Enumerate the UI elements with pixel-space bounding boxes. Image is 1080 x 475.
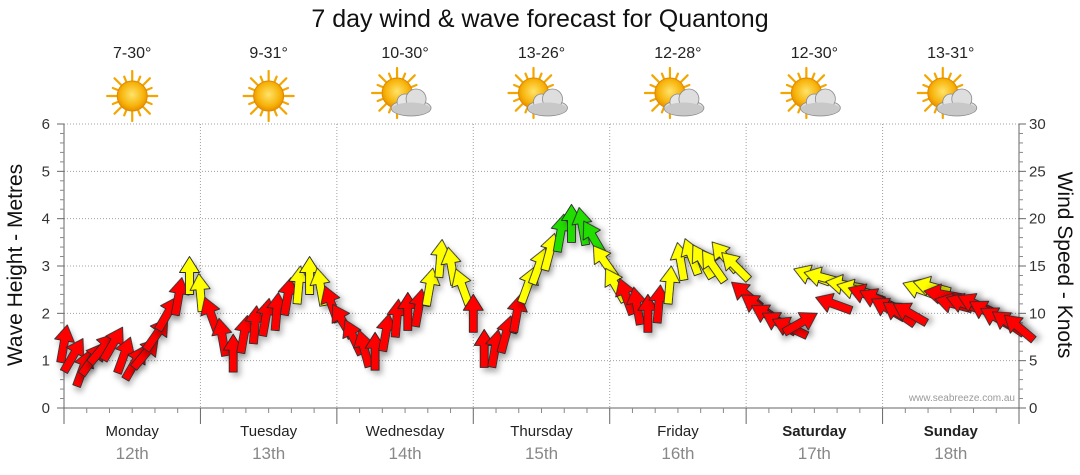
day-label: Thursday: [510, 423, 573, 440]
wind-arrow: [462, 293, 484, 333]
wind-arrow: [1003, 314, 1037, 344]
wind-arrow: [815, 293, 854, 315]
day-column-saturday: 12-30° Saturday 17th: [780, 45, 847, 463]
partly-cloudy-icon: [370, 66, 432, 120]
wind-arrow: [892, 302, 929, 327]
partly-cloudy-icon: [916, 66, 978, 120]
sunny-icon: [242, 69, 295, 123]
day-label: Friday: [657, 423, 699, 440]
wind-arrow: [54, 324, 75, 364]
temperature-range: 13-31°: [927, 45, 974, 62]
date-label: 13th: [252, 444, 285, 463]
day-headers: 7-30° Monday 12th 9-31° Tuesday 13th 10-30° Wed…: [106, 45, 979, 463]
day-column-sunday: 13-31° Sunday 18th: [916, 45, 979, 463]
y-right-tick-label: 5: [1029, 353, 1037, 370]
sunny-icon: [106, 69, 159, 123]
chart-title: 7 day wind & wave forecast for Quantong: [311, 5, 768, 33]
temperature-range: 12-30°: [791, 45, 838, 62]
y-left-tick-label: 5: [42, 163, 50, 180]
wind-arrows: [54, 203, 1037, 388]
y-axis-right-title: Wind Speed - Knots: [1053, 172, 1076, 359]
date-label: 17th: [798, 444, 831, 463]
y-right-tick-label: 20: [1029, 211, 1046, 228]
day-column-tuesday: 9-31° Tuesday 13th: [240, 45, 297, 463]
y-right-tick-label: 0: [1029, 400, 1037, 417]
day-label: Saturday: [782, 423, 847, 440]
y-right-tick-label: 30: [1029, 116, 1046, 133]
wind-arrow: [179, 256, 200, 295]
y-left-tick-label: 1: [42, 353, 50, 370]
credit-text: www.seabreeze.com.au: [908, 393, 1015, 404]
y-left-tick-label: 4: [42, 211, 50, 228]
wind-arrow: [721, 252, 752, 283]
partly-cloudy-icon: [643, 66, 705, 120]
temperature-range: 9-31°: [249, 45, 287, 62]
wind-arrow: [507, 294, 528, 334]
day-label: Tuesday: [240, 423, 297, 440]
day-label: Wednesday: [366, 423, 445, 440]
date-label: 14th: [389, 444, 422, 463]
date-label: 15th: [525, 444, 558, 463]
y-right-tick-label: 25: [1029, 163, 1046, 180]
y-right-tick-label: 15: [1029, 258, 1046, 275]
wind-arrow: [419, 267, 441, 307]
partly-cloudy-icon: [780, 66, 841, 120]
wind-arrow: [659, 265, 681, 305]
partly-cloudy-icon: [507, 66, 568, 120]
y-left-tick-label: 0: [42, 400, 50, 417]
date-label: 12th: [116, 444, 149, 463]
date-label: 18th: [934, 444, 967, 463]
y-left-tick-label: 2: [42, 305, 50, 322]
temperature-range: 13-26°: [518, 45, 565, 62]
y-left-tick-label: 3: [42, 258, 50, 275]
day-label: Sunday: [924, 423, 979, 440]
temperature-range: 10-30°: [381, 45, 428, 62]
wind-arrow: [781, 312, 818, 337]
temperature-range: 12-28°: [654, 45, 701, 62]
day-column-wednesday: 10-30° Wednesday 14th: [366, 45, 445, 463]
wind-arrow: [702, 249, 729, 285]
day-column-thursday: 13-26° Thursday 15th: [507, 45, 573, 463]
day-column-monday: 7-30° Monday 12th: [106, 45, 160, 463]
y-left-tick-label: 6: [42, 116, 50, 133]
date-label: 16th: [661, 444, 694, 463]
day-column-friday: 12-28° Friday 16th: [643, 45, 705, 463]
y-axis-left-title: Wave Height - Metres: [4, 164, 27, 366]
day-label: Monday: [106, 423, 160, 440]
temperature-range: 7-30°: [113, 45, 151, 62]
axes: 0 1 2 3 4 5 6 0 5 10 15 20 25 30: [42, 116, 1046, 424]
y-right-tick-label: 10: [1029, 305, 1046, 322]
